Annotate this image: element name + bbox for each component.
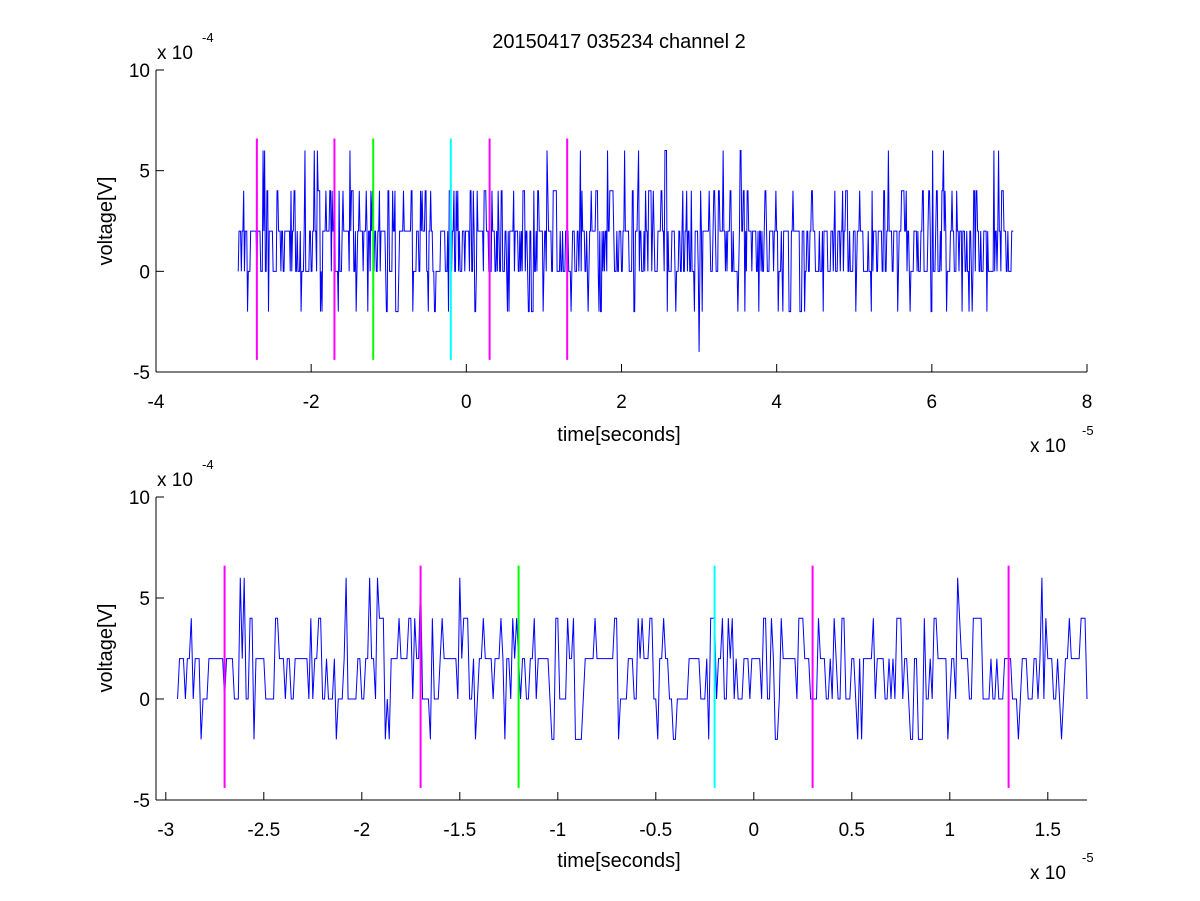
top-y-axis-label: voltage[V] bbox=[95, 177, 117, 266]
top-y-tick-label: 5 bbox=[139, 162, 150, 183]
top-x-tick-label: 4 bbox=[771, 392, 782, 413]
bottom-x-multiplier-exp: -5 bbox=[1082, 850, 1094, 865]
bottom-y-tick-label: -5 bbox=[133, 791, 150, 812]
bottom-x-tick-label: 0.5 bbox=[839, 820, 865, 841]
top-x-tick-label: 6 bbox=[927, 392, 938, 413]
top-y-tick-label: 10 bbox=[129, 61, 150, 82]
bottom-y-tick-label: 0 bbox=[139, 690, 150, 711]
bottom-x-axis-label: time[seconds] bbox=[557, 850, 680, 872]
top-x-tick-label: 0 bbox=[461, 392, 472, 413]
bottom-y-axis-label: voltage[V] bbox=[95, 604, 117, 693]
top-x-tick-label: -2 bbox=[303, 392, 320, 413]
bottom-x-tick-label: -1.5 bbox=[443, 820, 476, 841]
bottom-x-multiplier: x 10 -5 bbox=[1030, 850, 1094, 884]
top-x-multiplier-exp: -5 bbox=[1082, 423, 1094, 438]
bottom-ticks: -3 -2.5 -2 -1.5 -1 -0.5 0 0.5 1 1.5 -5 0 5 10 bbox=[129, 488, 1061, 841]
top-axes: -4 -2 0 2 4 6 8 -5 0 5 10 time[seconds] voltage[V]… bbox=[95, 30, 1094, 457]
bottom-x-tick-label: 0 bbox=[749, 820, 760, 841]
top-signal-trace bbox=[237, 150, 1014, 352]
bottom-y-multiplier: x 10 -4 bbox=[157, 457, 214, 491]
figure-title: 20150417 035234 channel 2 bbox=[492, 31, 746, 53]
top-y-multiplier: x 10 -4 bbox=[157, 30, 214, 64]
top-y-multiplier-exp: -4 bbox=[202, 30, 214, 45]
bottom-x-tick-label: -2 bbox=[353, 820, 370, 841]
top-y-multiplier-base: x 10 bbox=[157, 43, 193, 64]
top-x-axis-label: time[seconds] bbox=[557, 424, 680, 446]
bottom-y-tick-label: 10 bbox=[129, 488, 150, 509]
top-x-multiplier-base: x 10 bbox=[1030, 436, 1066, 457]
bottom-x-tick-label: 1.5 bbox=[1035, 820, 1061, 841]
bottom-y-multiplier-exp: -4 bbox=[202, 457, 214, 472]
top-ticks: -4 -2 0 2 4 6 8 -5 0 5 10 bbox=[129, 61, 1092, 413]
bottom-x-tick-label: 1 bbox=[945, 820, 956, 841]
top-x-tick-label: -4 bbox=[148, 392, 165, 413]
bottom-y-tick-label: 5 bbox=[139, 589, 150, 610]
bottom-x-tick-label: -1 bbox=[549, 820, 566, 841]
bottom-x-multiplier-base: x 10 bbox=[1030, 863, 1066, 884]
bottom-y-multiplier-base: x 10 bbox=[157, 470, 193, 491]
bottom-x-tick-label: -3 bbox=[157, 820, 174, 841]
top-y-tick-label: -5 bbox=[133, 363, 150, 384]
bottom-plot-area bbox=[177, 565, 1088, 788]
top-x-tick-label: 8 bbox=[1082, 392, 1093, 413]
bottom-axes: -3 -2.5 -2 -1.5 -1 -0.5 0 0.5 1 1.5 -5 0 5 10 time[se… bbox=[95, 457, 1094, 884]
bottom-x-tick-label: -2.5 bbox=[247, 820, 280, 841]
bottom-x-tick-label: -0.5 bbox=[639, 820, 672, 841]
top-plot-area bbox=[237, 138, 1014, 360]
top-y-tick-label: 0 bbox=[139, 262, 150, 283]
top-x-multiplier: x 10 -5 bbox=[1030, 423, 1094, 457]
bottom-signal-trace bbox=[177, 577, 1088, 740]
top-x-tick-label: 2 bbox=[616, 392, 627, 413]
